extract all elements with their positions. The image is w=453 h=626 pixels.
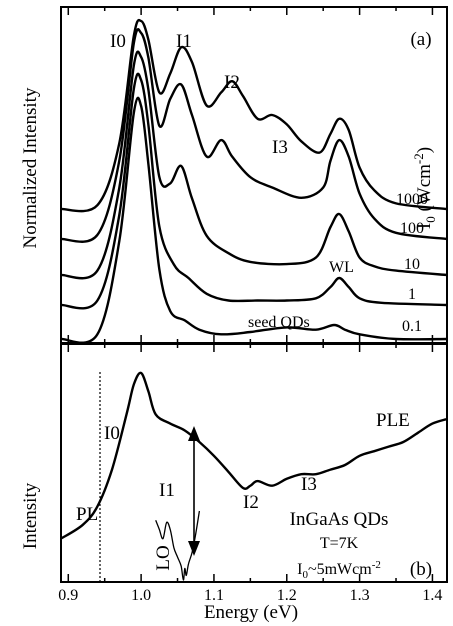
panel-b-x-ticks [67,344,434,582]
ple-detail-spectrum [155,510,201,581]
i1-arrow [188,426,200,556]
legend-value-10: 10 [404,256,420,273]
panel-b-y-axis-label: Intensity [20,482,41,549]
sample-name: InGaAs QDs [290,509,389,530]
panel-a-x-ticks [67,7,434,343]
annotation-i0: I0 [104,423,120,444]
panel-a-y-axis-label: Normalized Intensity [20,87,41,248]
legend-title: I0 (Wcm-2) [411,147,438,229]
spectrum-100 [60,28,448,243]
x-tick-label: 1.3 [350,587,370,604]
x-axis-label: Energy (eV) [204,602,298,623]
peak-label-seed-qds: seed QDs [248,314,310,331]
panel-b-label: (b) [410,559,432,580]
peak-label-i2: I2 [224,72,240,93]
peak-label-i1: I1 [176,31,192,52]
peak-label-wl: WL [329,259,354,276]
spectrum-10 [60,50,448,280]
annotation-ple: PLE [376,410,410,431]
legend-value-1: 1 [408,286,416,303]
legend-value-1000: 1000 [396,191,428,208]
annotation-i2: I2 [243,492,259,513]
legend-value-100: 100 [400,220,424,237]
x-tick-label: 1.1 [204,587,224,604]
pl-spectrum [60,371,448,540]
sample-temperature: T=7K [320,535,359,552]
spectrum-1000 [60,18,448,213]
panel-b-x-tick-labels: 0.9 1.0 1.1 1.2 1.3 1.4 [58,587,442,604]
annotation-pl: PL [76,504,98,525]
x-tick-label: 1.4 [422,587,442,604]
spectrum-0.1 [60,96,448,344]
x-tick-label: 1.0 [131,587,151,604]
sample-excitation: I0~5mWcm-2 [297,559,381,581]
panel-a-curves [60,18,448,344]
annotation-lo: LO [153,545,174,570]
panel-a-label: (a) [410,29,431,50]
panel-b: I0 I1 I2 I3 LO PL PLE InGaAs QDs T=7K I0… [20,343,448,623]
peak-label-i3: I3 [272,137,288,158]
peak-label-i0: I0 [110,31,126,52]
spectrum-1 [60,72,448,310]
panel-a-frame [60,6,448,344]
panel-b-frame [60,343,448,583]
annotation-i3: I3 [301,474,317,495]
annotation-i1: I1 [159,480,175,501]
x-tick-label: 1.2 [277,587,297,604]
panel-a: (a) Normalized Intensity I0 (Wcm-2) I0 I… [20,6,448,344]
x-tick-label: 0.9 [58,587,78,604]
panel-b-curves [60,371,448,581]
legend-value-0-1: 0.1 [402,318,422,335]
